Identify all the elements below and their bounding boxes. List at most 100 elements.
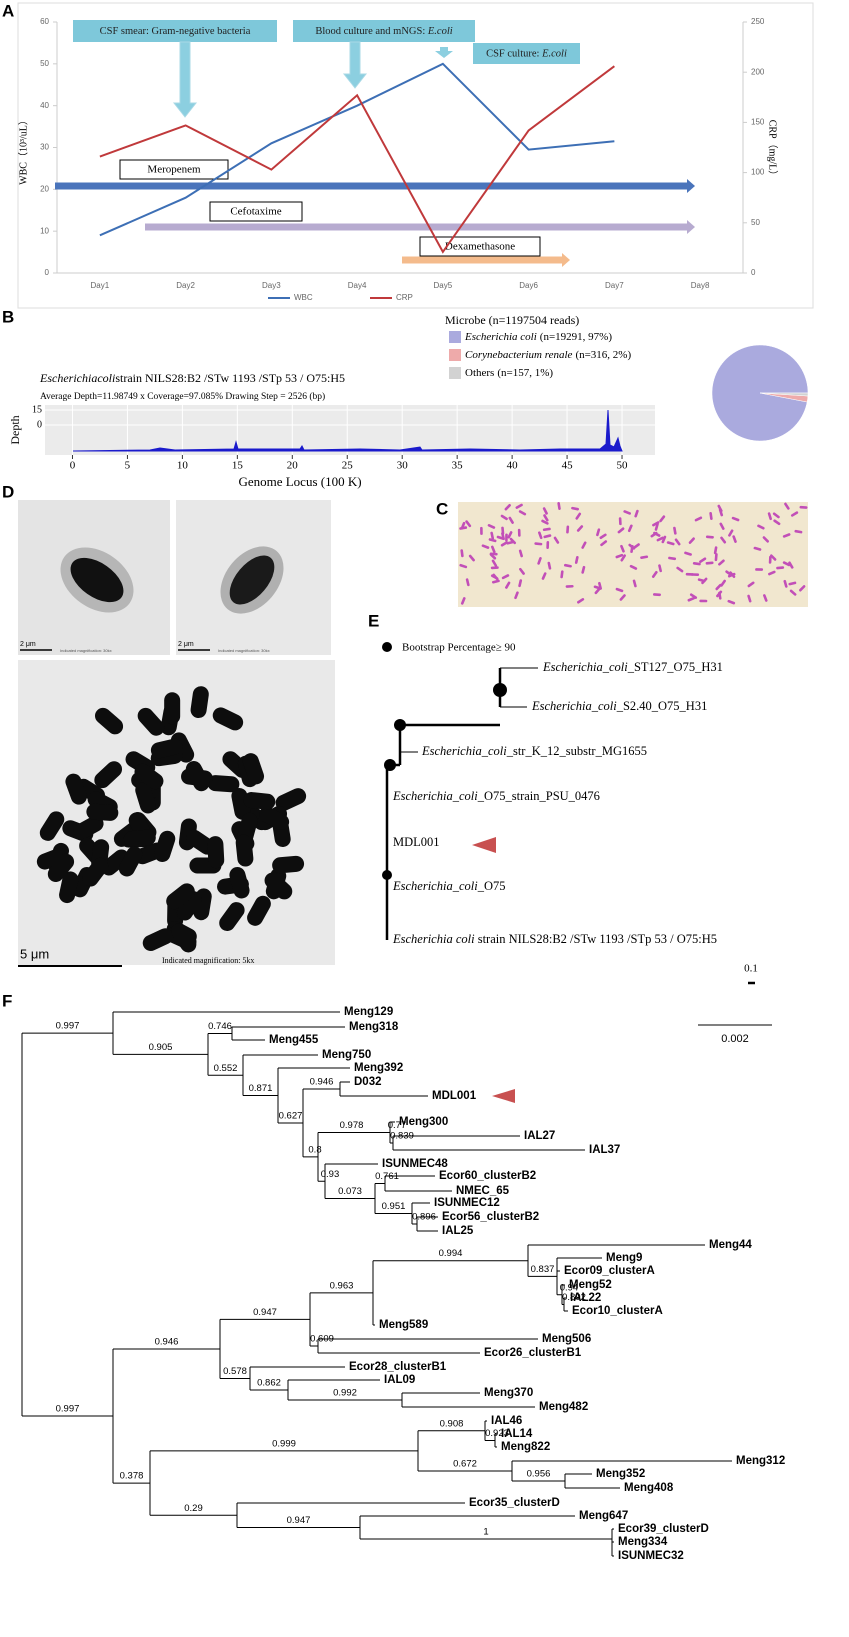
y-tick-label: 10	[40, 226, 49, 235]
rod	[465, 578, 470, 587]
pie-slice	[759, 392, 809, 397]
rod	[630, 545, 634, 553]
rod	[557, 502, 561, 510]
annotation-box	[293, 20, 475, 42]
treatment-arrowhead	[687, 179, 695, 193]
rod	[599, 533, 607, 540]
rod	[565, 584, 574, 588]
panel-frame	[17, 2, 814, 309]
rod	[620, 554, 626, 562]
cell	[82, 857, 109, 887]
leaf-label: IAL14	[501, 1428, 533, 1440]
cell	[176, 891, 202, 921]
rod	[788, 561, 794, 569]
leaf-label: ISUNMEC32	[618, 1550, 684, 1562]
x-tick-label: 0	[70, 460, 76, 472]
x-tick-label: 25	[342, 460, 354, 472]
x-tick-label: Day1	[91, 281, 110, 290]
cell	[47, 853, 75, 883]
rod	[656, 536, 665, 542]
leaf-label: Escherichia_coli_ST127_O75_H31	[542, 660, 723, 674]
annotation-part: Blood culture and mNGS:	[315, 26, 428, 37]
support-value: 0.862	[257, 1378, 281, 1389]
leaf-label: Ecor39_clusterD	[618, 1523, 709, 1535]
leaf-label: Meng9	[606, 1252, 642, 1264]
rod	[634, 509, 639, 518]
legend-name: Corynebacterium renale	[465, 349, 573, 361]
panel-label: D	[2, 482, 14, 501]
rod	[654, 522, 659, 531]
rod	[731, 516, 740, 522]
cell	[235, 834, 254, 867]
bootstrap-dot	[382, 870, 392, 880]
rod	[571, 506, 580, 511]
support-value: 0.94	[560, 1282, 579, 1293]
support-value: 0.378	[120, 1471, 144, 1482]
leaf-label: IAL25	[442, 1225, 474, 1237]
scale-label: 2 μm	[178, 641, 194, 648]
leaf-label: IAL09	[384, 1374, 415, 1386]
rod	[768, 570, 776, 576]
rod	[685, 572, 694, 576]
coverage-title: Escherichiacolistrain NILS28:B2 /STw 119…	[39, 371, 345, 385]
leaf-label: Ecor28_clusterB1	[349, 1361, 447, 1373]
rod	[547, 561, 552, 570]
rod	[794, 529, 803, 534]
leaf-label: Ecor09_clusterA	[564, 1265, 655, 1277]
cell	[247, 895, 271, 926]
bootstrap-dot	[384, 759, 396, 771]
leaf-label: IAL37	[589, 1144, 620, 1156]
support-value: 0.997	[56, 1021, 80, 1032]
legend-label: Others (n=157, 1%)	[465, 367, 553, 379]
magnification: Indicated magnification: 5kx	[162, 956, 254, 965]
rod	[782, 533, 791, 538]
x-tick-label: Day3	[262, 281, 281, 290]
rod	[619, 594, 626, 601]
rod	[747, 581, 755, 588]
rod	[596, 528, 601, 537]
x-tick-label: 50	[617, 460, 629, 472]
legend-label: Corynebacterium renale (n=316, 2%)	[465, 349, 631, 361]
treatment-label: Cefotaxime	[230, 206, 281, 218]
rod	[790, 511, 799, 517]
rod	[799, 505, 808, 509]
leaf-label-part: Escherichia coli	[392, 932, 475, 946]
cell	[229, 555, 275, 605]
cell	[190, 686, 209, 719]
rod	[541, 519, 549, 525]
leaf-label: Ecor26_clusterB1	[484, 1347, 582, 1359]
rod	[652, 593, 661, 597]
cell	[142, 928, 174, 952]
rod	[705, 561, 714, 565]
rod	[757, 524, 765, 530]
x-tick-label: 10	[177, 460, 189, 472]
rod	[546, 540, 550, 549]
y-tick-label: 50	[40, 59, 49, 68]
support-value: 0.947	[253, 1307, 277, 1318]
support-value: 0.997	[56, 1404, 80, 1415]
leaf-label: Escherichia_coli_O75_strain_PSU_0476	[392, 789, 600, 803]
rod	[468, 554, 475, 562]
cell	[65, 773, 87, 805]
bootstrap-dot	[394, 719, 406, 731]
rod	[538, 531, 543, 540]
x-tick-label: Day7	[605, 281, 624, 290]
rod	[732, 535, 737, 543]
x-tick-label: Day6	[519, 281, 538, 290]
x-tick-label: Day4	[348, 281, 367, 290]
rod	[784, 502, 790, 510]
rod	[615, 587, 624, 593]
leaf-label: Meng370	[484, 1387, 533, 1399]
cell	[243, 792, 276, 810]
rod	[699, 599, 708, 603]
leaf-label: Escherichia_coli_S2.40_O75_H31	[531, 699, 707, 713]
panel-label: C	[436, 499, 448, 518]
rod	[694, 516, 703, 522]
leaf-label: IAL22	[570, 1292, 601, 1304]
x-tick-label: Day2	[176, 281, 195, 290]
legend-value: (n=157, 1%)	[497, 367, 553, 379]
rod	[676, 566, 684, 573]
leaf-label-part: _str_K_12_substr_MG1655	[506, 744, 647, 758]
rod	[581, 541, 587, 549]
leaf-label: Meng318	[349, 1021, 399, 1033]
